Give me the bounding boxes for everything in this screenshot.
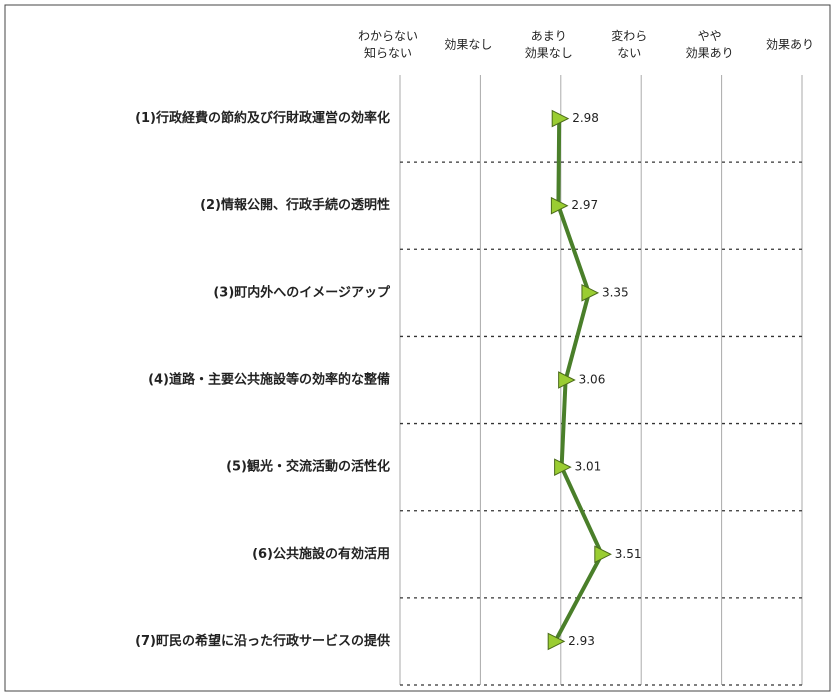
value-label: 2.97: [571, 198, 598, 212]
marker: [581, 284, 600, 302]
value-label: 3.01: [575, 460, 602, 474]
value-label: 2.98: [572, 111, 599, 125]
x-tick-label: あまり: [531, 29, 567, 43]
marker: [547, 632, 566, 651]
x-tick-label: 効果あり: [766, 37, 814, 52]
marker: [550, 196, 569, 215]
value-label: 3.06: [579, 373, 606, 387]
marker: [558, 371, 576, 389]
category-label: (2)情報公開、行政手続の透明性: [200, 197, 390, 213]
category-label: (3)町内外へのイメージアップ: [213, 284, 391, 300]
marker: [594, 545, 612, 564]
marker: [554, 458, 572, 476]
x-tick-label: 効果なし: [444, 37, 492, 52]
x-tick-label: 効果あり: [686, 45, 734, 60]
category-label: (7)町民の希望に沿った行政サービスの提供: [135, 633, 390, 649]
category-label: (1)行政経費の節約及び行財政運営の効率化: [135, 110, 390, 126]
value-label: 2.93: [568, 634, 595, 648]
x-tick-label: やや: [698, 29, 722, 43]
category-label: (4)道路・主要公共施設等の効率的な整備: [148, 372, 390, 388]
x-tick-label: 効果なし: [525, 45, 573, 60]
x-tick-label: わからない: [358, 29, 418, 43]
value-label: 3.35: [602, 285, 629, 299]
frame: [4, 4, 831, 692]
marker: [551, 109, 570, 128]
category-label: (5)観光・交流活動の活性化: [226, 459, 390, 475]
value-label: 3.51: [615, 547, 642, 561]
x-tick-label: 変わら: [611, 28, 647, 43]
category-label: (6)公共施設の有効活用: [252, 546, 390, 562]
x-tick-label: ない: [617, 46, 641, 60]
x-tick-label: 知らない: [364, 46, 412, 60]
